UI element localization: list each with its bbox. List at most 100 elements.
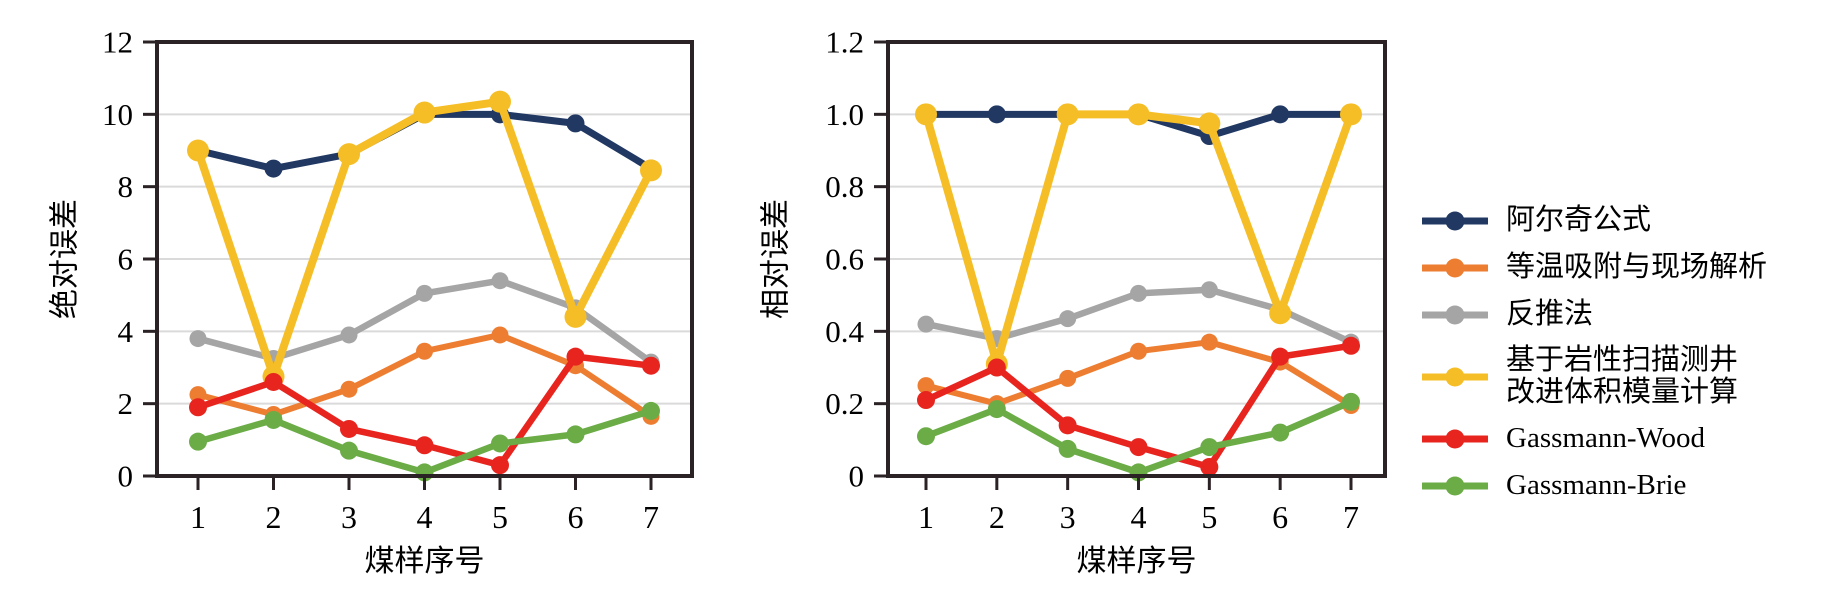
legend-item-archie-formula: 阿尔奇公式: [1422, 204, 1767, 238]
y-tick-label: 4: [118, 314, 134, 349]
gassmann-brie-marker: [1271, 423, 1290, 442]
gassmann-brie-marker: [491, 434, 509, 453]
gassmann-wood-marker: [1200, 457, 1219, 476]
gassmann-wood-marker: [566, 347, 585, 366]
x-tick-label: 5: [492, 499, 508, 535]
gassmann-brie-marker: [987, 400, 1006, 419]
isotherm-adsorption-field-analysis-marker: [1200, 333, 1218, 351]
gassmann-wood-marker: [1129, 438, 1148, 457]
gassmann-wood-marker: [987, 358, 1006, 377]
y-tick-label: 0.6: [825, 242, 864, 277]
gassmann-wood-line-marker-icon: [1422, 429, 1488, 449]
gassmann-wood-marker: [1271, 347, 1290, 366]
y-tick-label: 6: [118, 242, 134, 277]
isotherm-adsorption-field-analysis-marker: [340, 380, 358, 398]
gassmann-wood-marker: [264, 372, 283, 391]
gassmann-wood-marker: [491, 456, 509, 475]
isotherm-adsorption-field-analysis-marker: [189, 386, 207, 404]
litho-scanner-bulk-modulus-marker: [1127, 103, 1150, 126]
x-tick-label: 3: [341, 499, 357, 535]
y-tick-label: 0: [849, 459, 865, 494]
isotherm-adsorption-field-analysis-marker: [1130, 342, 1147, 360]
gassmann-wood-marker: [917, 391, 935, 410]
gassmann-brie-line-marker-icon: [1422, 476, 1488, 496]
litho-scanner-bulk-modulus-marker: [1198, 112, 1221, 135]
legend-label-isotherm-adsorption-field-analysis: 等温吸附与现场解析: [1506, 251, 1768, 284]
litho-scanner-bulk-modulus-marker: [640, 159, 662, 182]
legend: 阿尔奇公式等温吸附与现场解析 反推法基于岩性扫描测井 改进体积模量计算 Gassma…: [1422, 204, 1767, 503]
isotherm-adsorption-field-analysis-marker: [416, 342, 433, 360]
legend-item-gassmann-wood: Gassmann-Wood: [1422, 422, 1767, 456]
back-calculation-marker: [340, 326, 358, 344]
gassmann-brie-marker: [189, 432, 207, 451]
x-tick-label: 2: [266, 499, 282, 535]
isotherm-adsorption-field-analysis-marker: [1059, 369, 1077, 387]
back-calculation-marker: [917, 315, 935, 333]
x-axis-title: 煤样序号: [1077, 545, 1197, 578]
y-axis-title: 绝对误差: [49, 199, 82, 319]
y-tick-label: 0.2: [825, 386, 864, 421]
archie-formula-line-marker-icon: [1422, 211, 1488, 231]
x-tick-label: 6: [1272, 499, 1288, 535]
gassmann-wood-marker: [415, 436, 434, 455]
gassmann-brie-marker: [642, 401, 660, 420]
back-calculation-marker: [416, 284, 433, 302]
gassmann-brie-marker: [1342, 392, 1360, 411]
litho-scanner-bulk-modulus-marker: [1056, 103, 1079, 126]
archie-formula-marker: [1271, 105, 1290, 124]
x-tick-label: 4: [417, 499, 433, 535]
x-tick-label: 1: [190, 499, 206, 535]
litho-scanner-bulk-modulus-line: [922, 110, 1355, 368]
back-calculation-marker: [1059, 310, 1077, 328]
y-tick-label: 10: [102, 97, 133, 132]
legend-item-litho-scanner-bulk-modulus: 基于岩性扫描测井 改进体积模量计算: [1422, 344, 1767, 409]
gassmann-brie-marker: [1058, 439, 1077, 458]
x-tick-label: 1: [918, 499, 934, 535]
legend-item-back-calculation: 反推法: [1422, 298, 1767, 332]
gassmann-wood-marker: [642, 356, 660, 375]
legend-label-gassmann-brie: Gassmann-Brie: [1506, 468, 1687, 501]
y-tick-label: 0: [118, 459, 134, 494]
legend-item-gassmann-brie: Gassmann-Brie: [1422, 469, 1767, 503]
litho-scanner-bulk-modulus-line: [194, 97, 655, 381]
gassmann-brie-marker: [566, 425, 585, 444]
gassmann-wood-marker: [189, 398, 207, 417]
archie-formula-marker: [566, 114, 585, 133]
x-tick-label: 5: [1201, 499, 1217, 535]
x-tick-label: 6: [568, 499, 584, 535]
legend-label-back-calculation: 反推法: [1506, 298, 1594, 331]
gassmann-wood-marker: [340, 419, 358, 438]
y-tick-label: 1.2: [825, 25, 864, 60]
litho-scanner-bulk-modulus-marker: [187, 139, 209, 162]
litho-scanner-bulk-modulus-marker: [413, 101, 436, 124]
isotherm-adsorption-field-analysis-marker: [917, 377, 935, 395]
y-tick-label: 0.8: [825, 169, 864, 204]
x-tick-label: 2: [989, 499, 1005, 535]
x-tick-label: 4: [1131, 499, 1147, 535]
archie-formula-marker: [264, 159, 283, 178]
litho-scanner-bulk-modulus-marker: [1340, 103, 1362, 126]
x-axis-title: 煤样序号: [365, 545, 485, 578]
gassmann-brie-marker: [264, 410, 283, 429]
isotherm-adsorption-field-analysis-line-marker-icon: [1422, 258, 1488, 278]
y-tick-label: 1.0: [825, 97, 864, 132]
legend-label-gassmann-wood: Gassmann-Wood: [1506, 421, 1706, 454]
back-calculation-marker: [1130, 284, 1147, 302]
x-tick-label: 7: [1343, 499, 1359, 535]
legend-item-isotherm-adsorption-field-analysis: 等温吸附与现场解析: [1422, 251, 1767, 285]
gassmann-wood-marker: [1058, 416, 1077, 435]
gassmann-brie-marker: [1200, 438, 1219, 457]
x-tick-label: 7: [643, 499, 659, 535]
y-tick-label: 2: [118, 386, 134, 421]
back-calculation-line-marker-icon: [1422, 305, 1488, 325]
x-tick-label: 3: [1060, 499, 1076, 535]
legend-label-archie-formula: 阿尔奇公式: [1506, 204, 1652, 237]
legend-label-litho-scanner-bulk-modulus: 基于岩性扫描测井 改进体积模量计算: [1506, 344, 1739, 408]
gassmann-brie-marker: [340, 441, 358, 460]
back-calculation-marker: [491, 272, 509, 290]
litho-scanner-bulk-modulus-marker: [564, 305, 587, 328]
